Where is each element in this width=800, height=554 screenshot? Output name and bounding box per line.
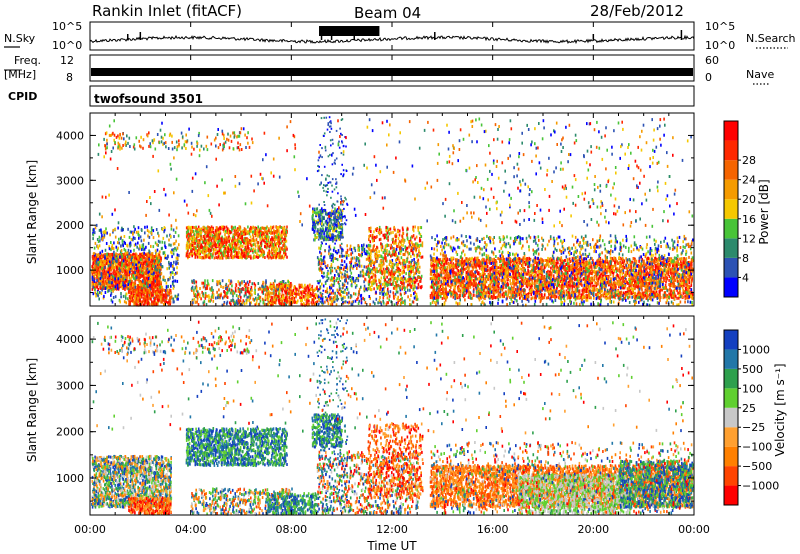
date-title: 28/Feb/2012 bbox=[590, 2, 684, 20]
velocity-colorbar-swatch-1 bbox=[724, 466, 738, 485]
velocity-colorbar: 1000 500 100 25 −25 −100 −500 −1000 bbox=[724, 330, 779, 505]
power-colorbar-swatch-1 bbox=[724, 258, 738, 278]
nsearch-tick-bottom: 10^0 bbox=[705, 39, 735, 52]
velocity-colorbar-swatch-3 bbox=[724, 427, 738, 446]
time-tick-5: 20:00 bbox=[577, 523, 609, 536]
radar-summary-plot: Rankin Inlet (fitACF) Beam 04 28/Feb/201… bbox=[0, 0, 800, 554]
station-title: Rankin Inlet (fitACF) bbox=[92, 2, 242, 20]
power-colorbar: 4 8 12 16 20 24 28 bbox=[724, 121, 756, 297]
power-colorbar-label: Power [dB] bbox=[757, 179, 771, 244]
velocity-colorbar-label: Velocity [m s⁻¹] bbox=[773, 363, 787, 456]
velocity-colorbar-tick-4: −25 bbox=[742, 421, 765, 434]
velocity-scatter bbox=[91, 318, 694, 515]
power-colorbar-tick-1: 8 bbox=[742, 252, 749, 265]
cpid-label: CPID bbox=[8, 90, 37, 103]
velocity-ytick-1: 2000 bbox=[56, 426, 84, 439]
freq-tick-top: 12 bbox=[60, 54, 74, 67]
power-colorbar-swatch-0 bbox=[724, 277, 738, 297]
velocity-colorbar-tick-2: 100 bbox=[742, 382, 763, 395]
power-colorbar-swatch-5 bbox=[724, 180, 738, 200]
power-ylabel: Slant Range [km] bbox=[25, 160, 39, 264]
velocity-colorbar-tick-0: 1000 bbox=[742, 343, 770, 356]
power-panel: 1000 2000 3000 4000 Slant Range [km] 4 8 12 16… bbox=[25, 113, 771, 307]
power-colorbar-swatch-7 bbox=[724, 141, 738, 161]
velocity-colorbar-tick-3: 25 bbox=[742, 402, 756, 415]
power-ytick-0: 1000 bbox=[56, 264, 84, 277]
nsky-label: N.Sky bbox=[4, 32, 36, 45]
power-colorbar-tick-2: 12 bbox=[742, 232, 756, 245]
time-tick-6: 00:00 bbox=[678, 523, 710, 536]
power-colorbar-tick-4: 20 bbox=[742, 193, 756, 206]
velocity-colorbar-tick-6: −500 bbox=[742, 460, 772, 473]
nsky-tick-bottom: 10^0 bbox=[52, 39, 82, 52]
noise-trace bbox=[90, 26, 694, 43]
nsky-tick-top: 10^5 bbox=[52, 20, 82, 33]
power-colorbar-swatch-6 bbox=[724, 160, 738, 180]
power-colorbar-swatch-8 bbox=[724, 121, 738, 141]
power-scatter bbox=[91, 116, 693, 307]
power-ytick-3: 4000 bbox=[56, 129, 84, 142]
power-ytick-2: 3000 bbox=[56, 174, 84, 187]
nsky-panel: 10^5 10^0 10^5 10^0 bbox=[52, 20, 735, 52]
time-tick-3: 12:00 bbox=[376, 523, 408, 536]
cpid-value: twofsound 3501 bbox=[94, 92, 203, 106]
nave-tick-top: 60 bbox=[705, 54, 719, 67]
freq-tick-bottom: 8 bbox=[66, 71, 73, 84]
power-colorbar-swatch-4 bbox=[724, 199, 738, 219]
time-tick-1: 04:00 bbox=[175, 523, 207, 536]
velocity-ytick-0: 1000 bbox=[56, 472, 84, 485]
velocity-colorbar-swatch-2 bbox=[724, 447, 738, 466]
nave-label: Nave bbox=[746, 68, 774, 81]
time-tick-4: 16:00 bbox=[477, 523, 509, 536]
power-colorbar-tick-0: 4 bbox=[742, 271, 749, 284]
freq-band bbox=[91, 68, 693, 76]
velocity-colorbar-swatch-4 bbox=[724, 408, 738, 427]
nave-tick-bottom: 0 bbox=[705, 71, 712, 84]
time-tick-2: 08:00 bbox=[275, 523, 307, 536]
power-colorbar-tick-3: 16 bbox=[742, 213, 756, 226]
velocity-colorbar-swatch-6 bbox=[724, 369, 738, 388]
freq-panel: 12 8 60 0 bbox=[60, 54, 719, 84]
power-ytick-1: 2000 bbox=[56, 219, 84, 232]
velocity-xlabel: Time UT bbox=[366, 539, 417, 553]
beam-title: Beam 04 bbox=[354, 4, 421, 22]
power-colorbar-tick-6: 28 bbox=[742, 154, 756, 167]
power-colorbar-swatch-3 bbox=[724, 219, 738, 239]
velocity-colorbar-swatch-7 bbox=[724, 349, 738, 368]
velocity-ylabel: Slant Range [km] bbox=[25, 358, 39, 462]
time-tick-0: 00:00 bbox=[74, 523, 106, 536]
freq-label: Freq. bbox=[14, 54, 41, 67]
power-colorbar-tick-5: 24 bbox=[742, 174, 756, 187]
velocity-colorbar-tick-5: −100 bbox=[742, 441, 772, 454]
velocity-ytick-2: 3000 bbox=[56, 379, 84, 392]
velocity-colorbar-swatch-8 bbox=[724, 330, 738, 349]
velocity-colorbar-swatch-0 bbox=[724, 486, 738, 505]
velocity-colorbar-swatch-5 bbox=[724, 388, 738, 407]
velocity-colorbar-tick-1: 500 bbox=[742, 363, 763, 376]
nsearch-label: N.Search bbox=[746, 32, 796, 45]
velocity-ytick-3: 4000 bbox=[56, 333, 84, 346]
velocity-colorbar-tick-7: −1000 bbox=[742, 480, 779, 493]
nsearch-tick-top: 10^5 bbox=[705, 20, 735, 33]
power-colorbar-swatch-2 bbox=[724, 238, 738, 258]
